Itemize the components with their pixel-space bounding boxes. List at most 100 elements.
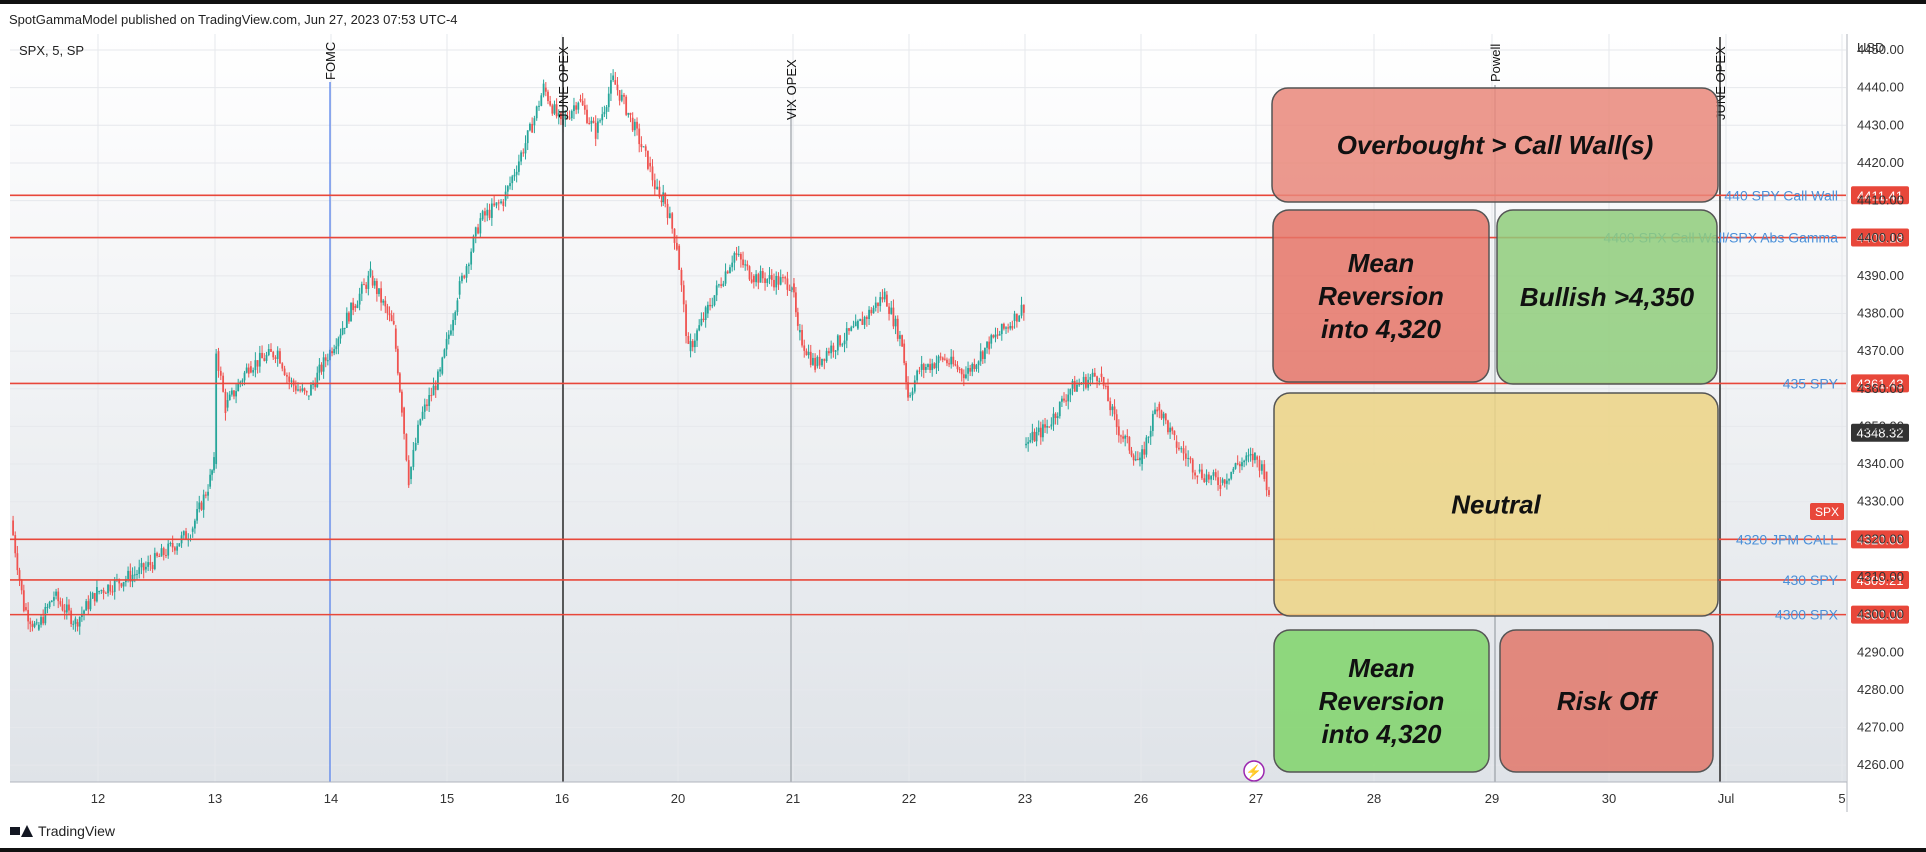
level-label: 440 SPY Call Wall	[1724, 187, 1838, 203]
candle-body	[715, 285, 718, 296]
candle-body	[544, 87, 547, 92]
candle-body	[318, 364, 321, 373]
candle-body	[553, 104, 556, 114]
candle-body	[668, 213, 671, 218]
candle-body	[191, 528, 194, 532]
candle-body	[755, 274, 758, 283]
candle-body	[445, 338, 448, 350]
candle-body	[841, 344, 844, 346]
candle-body	[456, 300, 459, 313]
event-label: JUNE OPEX	[556, 46, 571, 120]
candle-body	[909, 395, 912, 397]
candle-body	[369, 268, 372, 276]
y-tick-label: 4370.00	[1857, 343, 1904, 358]
candle-body	[1258, 459, 1261, 471]
x-tick-label: 14	[324, 791, 338, 806]
candle-body	[969, 368, 972, 372]
candle-body	[140, 563, 143, 568]
candle-body	[644, 146, 647, 151]
candle-body	[320, 364, 323, 372]
candle-body	[33, 623, 36, 627]
candle-body	[243, 372, 246, 381]
candle-body	[984, 347, 986, 359]
candle-body	[868, 309, 870, 319]
candle-body	[365, 284, 368, 289]
candle-body	[301, 388, 304, 391]
candle-body	[386, 306, 389, 314]
candle-body	[538, 105, 540, 107]
candle-body	[560, 113, 562, 120]
candle-body	[305, 390, 308, 393]
candle-body	[1115, 414, 1118, 428]
candle-body	[256, 360, 259, 367]
candle-body	[775, 275, 778, 288]
candle-body	[72, 623, 75, 625]
candle-body	[14, 535, 17, 554]
y-tick-label: 4450.00	[1857, 42, 1904, 57]
candle-body	[801, 330, 803, 346]
y-tick-label: 4440.00	[1857, 80, 1904, 95]
candle-body	[104, 592, 107, 594]
candle-body	[924, 367, 927, 370]
candle-body	[258, 352, 261, 367]
candle-body	[1169, 427, 1172, 433]
candle-body	[1245, 455, 1248, 461]
candle-body	[145, 566, 147, 570]
candle-body	[744, 264, 747, 266]
candle-body	[458, 281, 461, 295]
symbol-tag	[1810, 503, 1844, 520]
event-label: FOMC	[323, 42, 338, 80]
candle-body	[371, 275, 374, 286]
candle-body	[1082, 376, 1085, 384]
candle-body	[1180, 448, 1183, 450]
candle-body	[935, 362, 938, 369]
candle-body	[339, 334, 342, 339]
zone-label: Overbought > Call Wall(s)	[1337, 130, 1654, 160]
level-price-tag	[1851, 530, 1909, 549]
candle-body	[1033, 431, 1036, 442]
price-chart[interactable]: FOMC JUNE OPEX VIX OPEX Powell JUNE OPEX 440…	[0, 0, 1926, 818]
candle-body	[46, 606, 49, 608]
candle-body	[675, 242, 678, 250]
candle-body	[1050, 424, 1053, 427]
candle-body	[739, 253, 742, 260]
candle-body	[522, 152, 525, 154]
candle-body	[568, 117, 571, 119]
y-tick-label: 4260.00	[1857, 757, 1904, 772]
candle-body	[348, 312, 350, 322]
candle-body	[636, 121, 638, 129]
candle-body	[237, 383, 240, 392]
candle-body	[382, 300, 385, 303]
candle-body	[12, 520, 14, 536]
candle-body	[960, 369, 963, 375]
candle-body	[350, 302, 352, 322]
candle-body	[709, 304, 711, 307]
candle-body	[1048, 426, 1051, 428]
candle-body	[93, 593, 96, 602]
candle-body	[303, 388, 306, 391]
candle-body	[1171, 427, 1174, 431]
candle-body	[153, 553, 156, 570]
candle-body	[149, 562, 152, 565]
x-tick-label: 5	[1838, 791, 1845, 806]
candle-body	[737, 253, 740, 255]
candle-body	[241, 380, 244, 382]
x-tick-label: 26	[1134, 791, 1148, 806]
candle-body	[1139, 457, 1141, 461]
candle-body	[193, 520, 196, 529]
candle-body	[660, 200, 663, 203]
candle-body	[1212, 472, 1215, 476]
candle-body	[863, 316, 866, 325]
candle-body	[1089, 376, 1092, 380]
y-tick-label: 4390.00	[1857, 268, 1904, 283]
candle-body	[531, 123, 534, 133]
candle-body	[988, 341, 991, 350]
candle-body	[40, 617, 42, 625]
candle-body	[1189, 457, 1192, 460]
candle-body	[107, 584, 109, 594]
candle-body	[1052, 413, 1055, 425]
candle-body	[1109, 401, 1112, 411]
candle-body	[1256, 456, 1259, 460]
candle-body	[100, 590, 103, 592]
candle-body	[788, 289, 791, 291]
